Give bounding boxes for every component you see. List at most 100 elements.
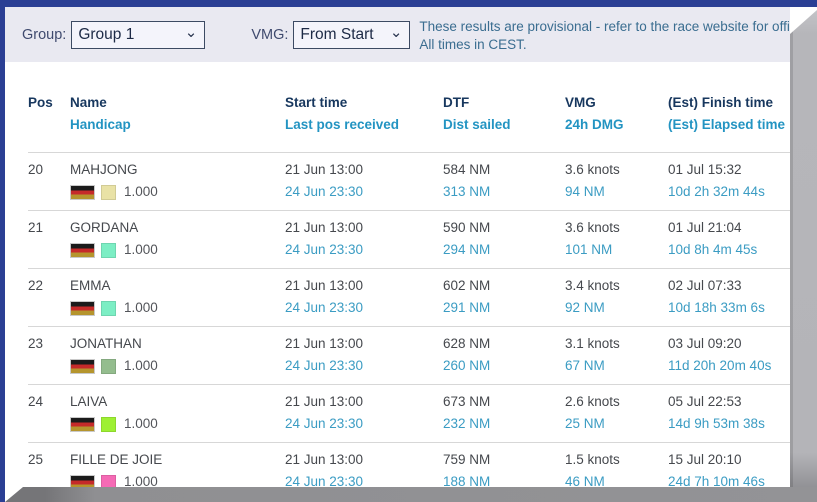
cell-pos: 24 [28,385,70,442]
results-rows: 20 MAHJONG 1.000 21 Jun 13:00 24 Jun 23:… [28,152,790,500]
vmg-label: VMG: [251,26,289,43]
est-finish-time: 03 Jul 09:20 [668,336,742,351]
chevron-down-icon: ⌄ [184,23,198,41]
group-label: Group: [22,26,67,43]
cell-name-handicap: GORDANA 1.000 [70,211,285,268]
cell-vmg-dmg: 3.6 knots 101 NM [565,211,668,268]
position-value: 25 [28,452,44,467]
start-time: 21 Jun 13:00 [285,162,364,177]
est-finish-time: 05 Jul 22:53 [668,394,742,409]
est-elapsed-time: 10d 18h 33m 6s [668,300,765,315]
cell-finish-elapsed: 01 Jul 21:04 10d 8h 4m 45s [668,211,790,268]
cell-start-lastpos: 21 Jun 13:00 24 Jun 23:30 [285,211,443,268]
cell-dtf-distsailed: 759 NM 188 NM [443,443,565,500]
group-select[interactable]: Group 1 ⌄ [71,20,206,49]
germany-flag-icon [70,300,95,316]
position-value: 23 [28,336,44,351]
dmg-24h-value: 101 NM [565,242,613,257]
cell-name-handicap: JONATHAN 1.000 [70,327,285,384]
dist-sailed-value: 291 NM [443,300,491,315]
dtf-value: 759 NM [443,452,491,467]
table-row[interactable]: 22 EMMA 1.000 21 Jun 13:00 24 Jun 23:30 … [28,268,790,326]
vmg-select-value: From Start [300,25,374,43]
dtf-value: 584 NM [443,162,491,177]
vmg-value: 3.1 knots [565,336,620,351]
dtf-value: 590 NM [443,220,491,235]
boat-name: FILLE DE JOIE [70,452,163,467]
dmg-24h-value: 92 NM [565,300,605,315]
group-select-value: Group 1 [78,25,135,43]
results-table-header: Pos Name Handicap Start time Last pos re… [28,88,790,152]
table-row[interactable]: 24 LAIVA 1.000 21 Jun 13:00 24 Jun 23:30… [28,384,790,442]
cell-pos: 22 [28,269,70,326]
start-time: 21 Jun 13:00 [285,452,364,467]
est-elapsed-time: 10d 8h 4m 45s [668,242,758,257]
cell-pos: 20 [28,153,70,210]
header-vmg-dmg: VMG 24h DMG [565,95,624,132]
position-value: 24 [28,394,44,409]
table-row[interactable]: 21 GORDANA 1.000 21 Jun 13:00 24 Jun 23:… [28,210,790,268]
cell-pos: 21 [28,211,70,268]
cell-vmg-dmg: 2.6 knots 25 NM [565,385,668,442]
est-finish-time: 02 Jul 07:33 [668,278,742,293]
dist-sailed-value: 188 NM [443,474,491,489]
vertical-scrollbar[interactable] [790,10,817,502]
cell-finish-elapsed: 02 Jul 07:33 10d 18h 33m 6s [668,269,790,326]
filter-toolbar: Group: Group 1 ⌄ VMG: From Start ⌄ These… [5,7,790,62]
start-time: 21 Jun 13:00 [285,278,364,293]
last-pos-received: 24 Jun 23:30 [285,184,364,199]
start-time: 21 Jun 13:00 [285,220,364,235]
dtf-value: 628 NM [443,336,491,351]
cell-finish-elapsed: 01 Jul 15:32 10d 2h 32m 44s [668,153,790,210]
handicap-value: 1.000 [124,242,158,257]
provisional-notice-line1: These results are provisional - refer to… [419,19,790,34]
header-start-lastpos: Start time Last pos received [285,95,400,132]
dmg-24h-value: 67 NM [565,358,605,373]
handicap-color-swatch [101,416,116,432]
provisional-notice-line2: All times in CEST. [419,36,527,52]
vmg-value: 2.6 knots [565,394,620,409]
position-value: 21 [28,220,44,235]
est-finish-time: 01 Jul 21:04 [668,220,742,235]
table-row[interactable]: 20 MAHJONG 1.000 21 Jun 13:00 24 Jun 23:… [28,152,790,210]
handicap-color-swatch [101,300,116,316]
page-border-top [0,0,817,7]
vmg-value: 3.6 knots [565,220,620,235]
dist-sailed-value: 260 NM [443,358,491,373]
handicap-color-swatch [101,242,116,258]
page-border-left [0,0,5,502]
vmg-select[interactable]: From Start ⌄ [293,20,411,49]
vmg-value: 3.4 knots [565,278,620,293]
bottom-shadow-bar [5,487,817,502]
results-table: Pos Name Handicap Start time Last pos re… [28,88,790,500]
cell-start-lastpos: 21 Jun 13:00 24 Jun 23:30 [285,443,443,500]
table-row[interactable]: 23 JONATHAN 1.000 21 Jun 13:00 24 Jun 23… [28,326,790,384]
cell-start-lastpos: 21 Jun 13:00 24 Jun 23:30 [285,269,443,326]
dist-sailed-value: 294 NM [443,242,491,257]
cell-vmg-dmg: 3.6 knots 94 NM [565,153,668,210]
cell-vmg-dmg: 1.5 knots 46 NM [565,443,668,500]
boat-name: LAIVA [70,394,108,409]
vmg-value: 3.6 knots [565,162,620,177]
cell-start-lastpos: 21 Jun 13:00 24 Jun 23:30 [285,327,443,384]
cell-finish-elapsed: 05 Jul 22:53 14d 9h 53m 38s [668,385,790,442]
cell-name-handicap: LAIVA 1.000 [70,385,285,442]
boat-name: EMMA [70,278,111,293]
handicap-value: 1.000 [124,358,158,373]
est-finish-time: 01 Jul 15:32 [668,162,742,177]
cell-pos: 25 [28,443,70,500]
cell-finish-elapsed: 03 Jul 09:20 11d 20h 20m 40s [668,327,790,384]
est-elapsed-time: 11d 20h 20m 40s [668,358,772,373]
table-row[interactable]: 25 FILLE DE JOIE 1.000 21 Jun 13:00 24 J… [28,442,790,500]
header-finish-elapsed: (Est) Finish time (Est) Elapsed time [668,95,786,132]
cell-dtf-distsailed: 590 NM 294 NM [443,211,565,268]
provisional-notice: These results are provisional - refer to… [419,18,790,53]
last-pos-received: 24 Jun 23:30 [285,474,364,489]
dmg-24h-value: 94 NM [565,184,605,199]
last-pos-received: 24 Jun 23:30 [285,242,364,257]
header-pos: Pos [28,95,53,110]
handicap-value: 1.000 [124,300,158,315]
cell-name-handicap: FILLE DE JOIE 1.000 [70,443,285,500]
position-value: 20 [28,162,44,177]
est-finish-time: 15 Jul 20:10 [668,452,742,467]
